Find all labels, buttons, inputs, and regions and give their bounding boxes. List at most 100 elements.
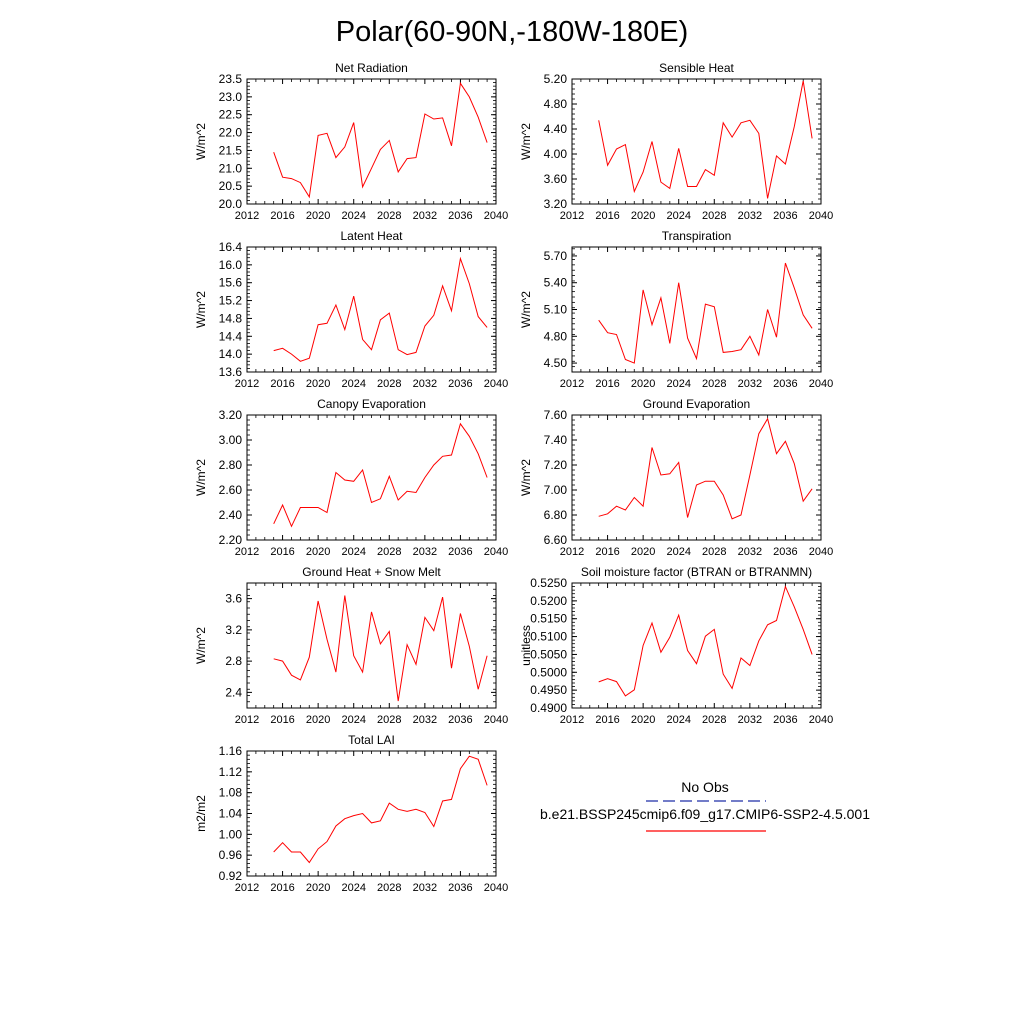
y-tick-label: 0.4900 bbox=[530, 701, 567, 715]
legend-model-label: b.e21.BSSP245cmip6.f09_g17.CMIP6-SSP2-4.… bbox=[540, 806, 870, 822]
y-axis-label: W/m^2 bbox=[194, 459, 208, 496]
y-tick-label: 1.00 bbox=[219, 827, 243, 841]
y-tick-label: 16.4 bbox=[219, 240, 243, 254]
y-tick-label: 2.20 bbox=[219, 533, 243, 547]
x-tick-label: 2020 bbox=[306, 714, 330, 726]
chart-panel: 2012 2016 2020 2024 2028 2032 2036 2040 13.6 14.0… bbox=[194, 229, 508, 390]
chart-panels: 2012 2016 2020 2024 2028 2032 2036 2040 20.0 20.5… bbox=[194, 61, 833, 894]
y-tick-label: 14.8 bbox=[219, 311, 243, 325]
y-tick-label: 5.10 bbox=[544, 303, 568, 317]
x-tick-label: 2028 bbox=[702, 546, 726, 558]
x-tick-label: 2016 bbox=[595, 378, 619, 390]
x-tick-label: 2016 bbox=[270, 546, 294, 558]
y-tick-label: 23.0 bbox=[219, 90, 243, 104]
y-tick-label: 0.5150 bbox=[530, 612, 567, 626]
x-tick-label: 2016 bbox=[595, 210, 619, 222]
chart-title: Ground Heat + Snow Melt bbox=[302, 565, 441, 579]
x-tick-label: 2024 bbox=[666, 546, 690, 558]
x-tick-label: 2028 bbox=[702, 210, 726, 222]
x-tick-label: 2036 bbox=[448, 378, 472, 390]
x-tick-label: 2024 bbox=[341, 210, 365, 222]
y-tick-label: 6.60 bbox=[544, 533, 568, 547]
y-tick-label: 7.20 bbox=[544, 458, 568, 472]
y-tick-label: 0.5200 bbox=[530, 594, 567, 608]
y-tick-label: 1.08 bbox=[219, 786, 243, 800]
x-tick-label: 2036 bbox=[448, 546, 472, 558]
y-tick-label: 3.20 bbox=[219, 408, 243, 422]
x-tick-label: 2020 bbox=[306, 210, 330, 222]
x-tick-label: 2028 bbox=[702, 378, 726, 390]
y-tick-label: 2.4 bbox=[225, 685, 242, 699]
y-tick-label: 15.6 bbox=[219, 276, 243, 290]
x-tick-label: 2012 bbox=[560, 714, 584, 726]
x-tick-label: 2020 bbox=[631, 714, 655, 726]
x-tick-label: 2012 bbox=[235, 210, 259, 222]
y-tick-label: 4.00 bbox=[544, 147, 568, 161]
y-tick-label: 5.20 bbox=[544, 72, 568, 86]
chart-panel: 2012 2016 2020 2024 2028 2032 2036 2040 2.4 2.8 3.… bbox=[194, 565, 508, 726]
plot-frame bbox=[246, 750, 497, 877]
x-tick-label: 2028 bbox=[377, 378, 401, 390]
series-line bbox=[273, 755, 488, 864]
plot-frame bbox=[246, 582, 497, 709]
x-tick-label: 2036 bbox=[448, 882, 472, 894]
series-line bbox=[273, 422, 488, 528]
y-tick-label: 0.4950 bbox=[530, 683, 567, 697]
y-tick-label: 0.92 bbox=[219, 869, 243, 883]
x-tick-label: 2024 bbox=[341, 378, 365, 390]
x-tick-label: 2028 bbox=[377, 882, 401, 894]
y-tick-label: 0.5100 bbox=[530, 630, 567, 644]
x-tick-label: 2036 bbox=[773, 546, 797, 558]
x-tick-label: 2012 bbox=[235, 882, 259, 894]
x-tick-label: 2028 bbox=[377, 210, 401, 222]
series-line bbox=[598, 417, 813, 520]
y-tick-label: 0.96 bbox=[219, 848, 243, 862]
y-tick-label: 1.04 bbox=[219, 807, 243, 821]
x-tick-label: 2024 bbox=[666, 210, 690, 222]
y-axis-label: W/m^2 bbox=[194, 123, 208, 160]
y-tick-label: 7.40 bbox=[544, 433, 568, 447]
y-axis-label: unitless bbox=[519, 625, 533, 666]
x-tick-label: 2032 bbox=[738, 714, 762, 726]
plot-frame bbox=[246, 246, 497, 373]
y-tick-label: 3.6 bbox=[225, 592, 242, 606]
x-tick-label: 2020 bbox=[306, 882, 330, 894]
y-tick-label: 1.16 bbox=[219, 744, 243, 758]
chart-title: Sensible Heat bbox=[659, 61, 734, 75]
series-line bbox=[273, 256, 488, 362]
x-tick-label: 2040 bbox=[809, 546, 833, 558]
x-tick-label: 2012 bbox=[235, 378, 259, 390]
chart-panel: 2012 2016 2020 2024 2028 2032 2036 2040 20.0 20.5… bbox=[194, 61, 508, 222]
x-tick-label: 2028 bbox=[377, 714, 401, 726]
plot-frame bbox=[246, 414, 497, 541]
x-tick-label: 2040 bbox=[809, 378, 833, 390]
y-axis-label: W/m^2 bbox=[194, 627, 208, 664]
x-tick-label: 2036 bbox=[773, 210, 797, 222]
y-tick-label: 7.00 bbox=[544, 483, 568, 497]
chart-panel: 2012 2016 2020 2024 2028 2032 2036 2040 0.92 0.96… bbox=[194, 733, 508, 894]
chart-panel: 2012 2016 2020 2024 2028 2032 2036 2040 2.20 2.40… bbox=[194, 397, 508, 558]
series-line bbox=[598, 262, 813, 364]
x-tick-label: 2024 bbox=[341, 714, 365, 726]
chart-panel: 2012 2016 2020 2024 2028 2032 2036 2040 0.4900 0.… bbox=[519, 565, 833, 726]
y-tick-label: 0.5250 bbox=[530, 576, 567, 590]
y-tick-label: 20.5 bbox=[219, 179, 243, 193]
series-line bbox=[273, 595, 488, 702]
x-tick-label: 2020 bbox=[631, 546, 655, 558]
x-tick-label: 2032 bbox=[413, 546, 437, 558]
y-tick-label: 22.0 bbox=[219, 126, 243, 140]
x-tick-label: 2036 bbox=[773, 378, 797, 390]
y-tick-label: 13.6 bbox=[219, 365, 243, 379]
x-tick-label: 2040 bbox=[484, 546, 508, 558]
plot-frame bbox=[571, 246, 822, 373]
x-tick-label: 2012 bbox=[560, 546, 584, 558]
x-tick-label: 2040 bbox=[484, 882, 508, 894]
x-tick-label: 2040 bbox=[809, 210, 833, 222]
y-tick-label: 6.80 bbox=[544, 508, 568, 522]
plot-frame bbox=[571, 78, 822, 205]
y-tick-label: 7.60 bbox=[544, 408, 568, 422]
y-tick-label: 5.40 bbox=[544, 276, 568, 290]
y-tick-label: 20.0 bbox=[219, 197, 243, 211]
x-tick-label: 2024 bbox=[666, 378, 690, 390]
